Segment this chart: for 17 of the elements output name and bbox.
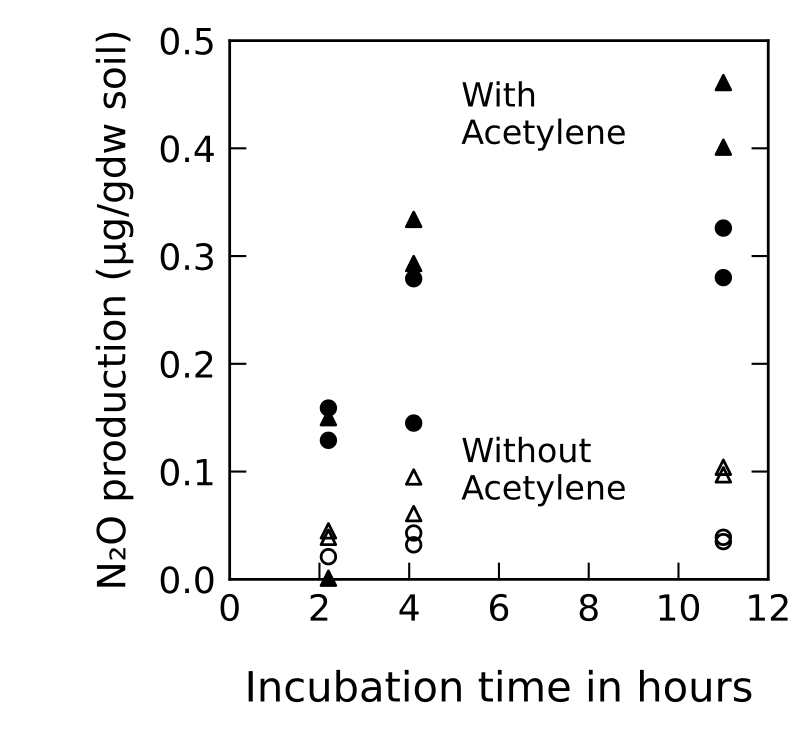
x-tick-label: 8 [580,594,598,622]
x-tick-label: 6 [490,594,508,622]
x-tick-label: 0 [220,594,239,622]
x-tick-label: 12 [749,594,788,621]
y-tick-label: 0.1 [160,458,212,486]
x-tick-label: 10 [659,594,700,622]
y-tick-label: 0.4 [160,135,214,163]
y-tick-label: 0.2 [160,350,212,378]
y-tick-label: 0.3 [160,243,213,270]
y-axis-title: N₂O production (μg/gdw soil) [96,32,134,587]
x-tick-label: 4 [399,594,419,621]
x-tick-label: 2 [310,594,328,621]
y-tick-label: 0.0 [160,566,214,594]
annotation: With Acetylene [462,81,625,151]
x-axis-title: Incubation time in hours [248,670,752,702]
annotation: Without Acetylene [462,436,625,506]
y-tick-label: 0.5 [160,28,213,55]
